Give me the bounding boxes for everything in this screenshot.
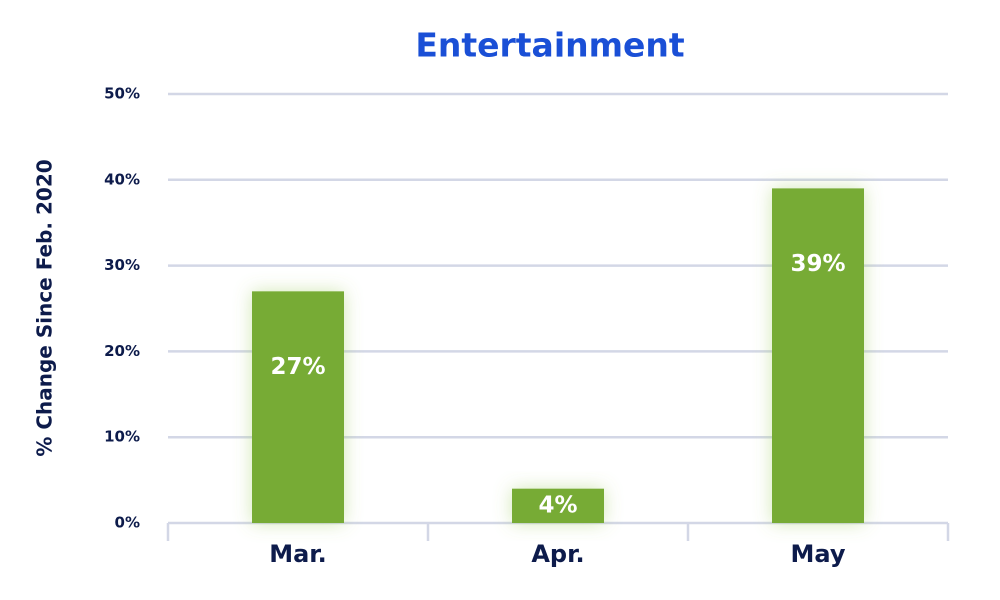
y-tick-label: 0% <box>115 514 140 532</box>
x-tick-label: May <box>791 540 846 568</box>
x-tick-label: Apr. <box>531 540 584 568</box>
y-axis-label: % Change Since Feb. 2020 <box>33 159 57 456</box>
y-tick-label: 30% <box>104 256 140 274</box>
y-tick-label: 50% <box>104 85 140 103</box>
x-tick-label: Mar. <box>269 540 327 568</box>
y-tick-label: 10% <box>104 428 140 446</box>
bar <box>252 291 344 523</box>
value-label: 27% <box>270 354 325 380</box>
y-tick-label: 20% <box>104 342 140 360</box>
bar <box>772 188 864 523</box>
value-label: 4% <box>538 492 577 518</box>
chart-title: Entertainment <box>415 26 685 65</box>
value-label: 39% <box>790 251 845 277</box>
y-tick-label: 40% <box>104 170 140 188</box>
bar <box>512 488 604 523</box>
